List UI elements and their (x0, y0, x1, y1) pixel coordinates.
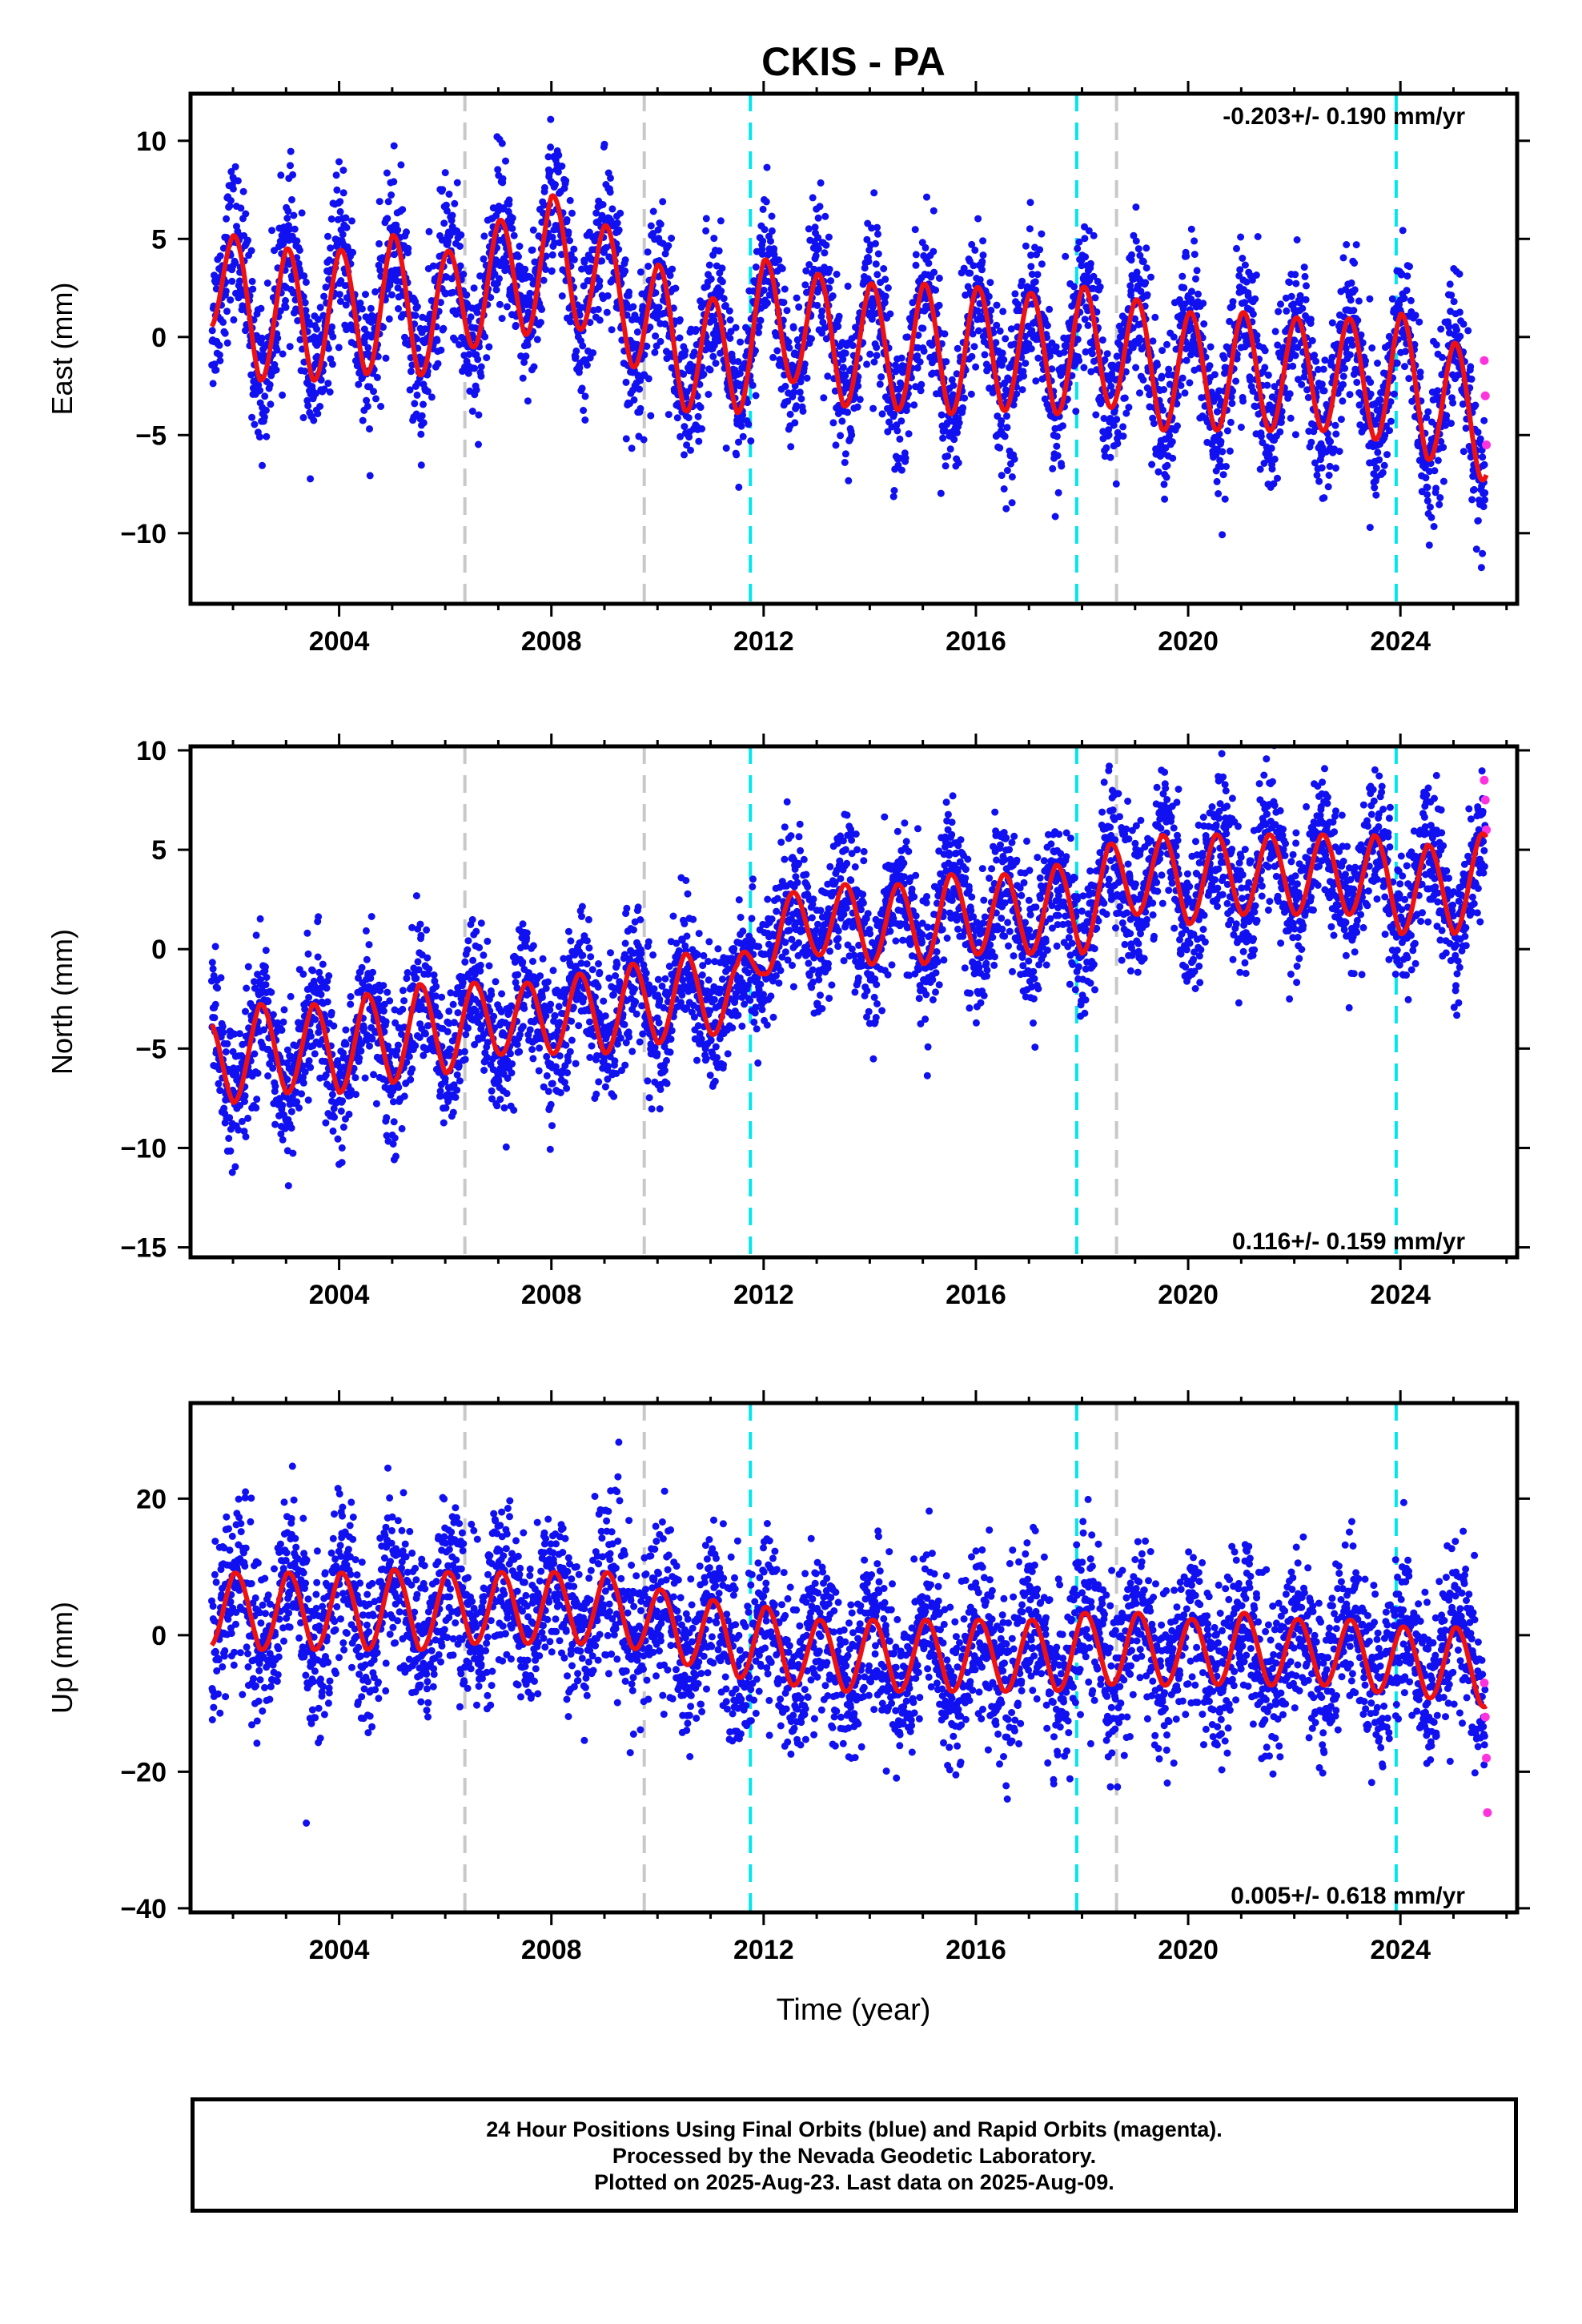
y-tick-label: −15 (120, 1233, 167, 1264)
rapid-orbit-point (1480, 1712, 1490, 1722)
y-axis-title: North (mm) (46, 929, 78, 1075)
x-tick-label: 2008 (521, 1935, 582, 1965)
x-tick-label: 2004 (309, 1935, 370, 1965)
panel-east: 2004 2008 2012 2016 2020 2024 10 5 0 −5 −10 East (m… (46, 81, 1530, 657)
y-tick-label: −10 (120, 1133, 167, 1164)
x-tick-label: 2008 (521, 626, 582, 657)
x-tick-label: 2024 (1370, 1935, 1431, 1965)
x-tick-label: 2020 (1158, 1280, 1219, 1310)
rapid-orbit-point (1483, 1808, 1492, 1818)
y-tick-label: 0 (151, 1621, 167, 1651)
rapid-orbit-point (1480, 775, 1489, 785)
final-orbits-series (208, 115, 1489, 572)
y-tick-label: 20 (136, 1484, 167, 1514)
panel-frame (188, 1401, 1520, 1915)
x-tick-label: 2024 (1370, 626, 1431, 657)
x-tick-label: 2016 (946, 626, 1006, 657)
panel-north: 2004 2008 2012 2016 2020 2024 10 5 0 −5 −10 −15 Nort… (46, 734, 1530, 1310)
x-tick-label: 2016 (946, 1280, 1006, 1310)
y-tick-label: −20 (120, 1757, 167, 1787)
y-tick-label: 10 (136, 736, 167, 766)
model-fit-line (209, 193, 1489, 483)
x-tick-label: 2016 (946, 1935, 1006, 1965)
rapid-orbit-point (1482, 440, 1492, 450)
panel-up: 2004 2008 2012 2016 2020 2024 20 0 −20 −40 Up (mm)… (46, 1390, 1530, 1965)
panels: 2004 2008 2012 2016 2020 2024 10 5 0 −5 −10 East (m… (46, 81, 1530, 1965)
x-tick-label: 2008 (521, 1280, 582, 1310)
y-tick-label: −40 (120, 1894, 167, 1924)
y-tick-label: −5 (135, 420, 167, 451)
y-tick-label: 0 (151, 935, 167, 965)
rate-label: 0.116+/- 0.159 mm/yr (1232, 1228, 1465, 1255)
model-fit-line (209, 831, 1489, 1105)
x-tick-label: 2004 (309, 626, 370, 657)
rate-label: 0.005+/- 0.618 mm/yr (1231, 1883, 1465, 1909)
x-tick-label: 2020 (1158, 1935, 1219, 1965)
x-tick-label: 2012 (733, 1935, 794, 1965)
y-tick-label: 5 (151, 224, 167, 255)
x-tick-label: 2004 (309, 1280, 370, 1310)
panel-plot-area (208, 94, 1492, 604)
x-tick-label: 2012 (733, 626, 794, 657)
rapid-orbit-point (1482, 1753, 1492, 1763)
rapid-orbit-point (1480, 391, 1490, 400)
footer-line-2: Processed by the Nevada Geodetic Laborat… (612, 2144, 1097, 2168)
final-orbits-points (207, 746, 1489, 1190)
x-tick-label: 2020 (1158, 626, 1219, 657)
panel-frame (188, 744, 1520, 1260)
model-fit-line (210, 1567, 1488, 1710)
rapid-orbit-point (1480, 795, 1490, 805)
rapid-orbit-point (1480, 356, 1489, 365)
chart-title: CKIS - PA (761, 39, 946, 84)
footer-caption-box: 24 Hour Positions Using Final Orbits (bl… (191, 2097, 1518, 2213)
final-orbits-points (208, 1438, 1489, 1827)
x-tick-label: 2012 (733, 1280, 794, 1310)
y-tick-label: 0 (151, 323, 167, 353)
y-tick-label: 10 (136, 127, 167, 157)
y-axis-title: Up (mm) (46, 1602, 78, 1714)
final-orbits-points (208, 115, 1489, 572)
y-axis-title: East (mm) (46, 283, 78, 416)
footer-line-3: Plotted on 2025-Aug-23. Last data on 202… (594, 2170, 1114, 2194)
y-tick-label: 5 (151, 835, 167, 866)
panel-plot-area (208, 1403, 1492, 1912)
x-axis-title: Time (year) (777, 1993, 931, 2027)
panel-frame (188, 91, 1520, 606)
rapid-orbit-point (1480, 1679, 1489, 1688)
x-tick-label: 2024 (1370, 1280, 1431, 1310)
y-tick-label: −10 (120, 519, 167, 549)
final-orbits-series (207, 746, 1489, 1190)
rate-label: -0.203+/- 0.190 mm/yr (1223, 103, 1465, 130)
y-tick-label: −5 (135, 1034, 167, 1064)
footer-line-1: 24 Hour Positions Using Final Orbits (bl… (486, 2117, 1223, 2141)
panel-plot-area (207, 746, 1492, 1257)
final-orbits-series (208, 1438, 1489, 1827)
